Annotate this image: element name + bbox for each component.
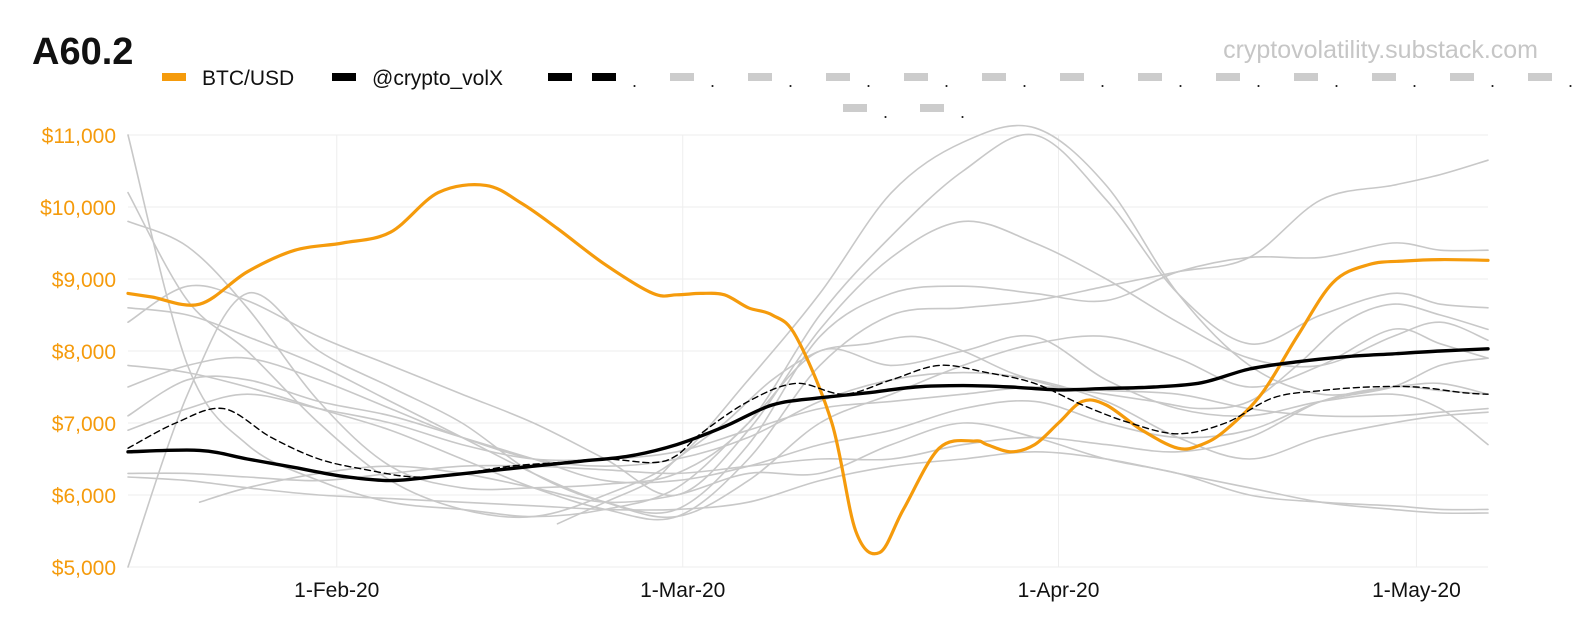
- y-tick-label: $5,000: [52, 557, 116, 580]
- series-line-g4: [127, 242, 1489, 568]
- legend-dot-label: .: [944, 71, 949, 91]
- legend-dash-swatch: [748, 73, 772, 81]
- legend-dash-swatch: [548, 73, 572, 81]
- legend-dash-swatch: [826, 73, 850, 81]
- legend-dash-swatch: [1450, 73, 1474, 81]
- y-tick-label: $6,000: [52, 485, 116, 508]
- series-line-g5: [127, 159, 1489, 521]
- watermark: cryptovolatility.substack.com: [1223, 36, 1538, 64]
- y-tick-label: $7,000: [52, 413, 116, 436]
- legend-dot-label: .: [1568, 71, 1573, 91]
- y-tick-label: $8,000: [52, 341, 116, 364]
- x-tick-label: 1-May-20: [1372, 579, 1461, 602]
- legend-dot-label: .: [1022, 71, 1027, 91]
- series-line--crypto-volx: [126, 347, 1490, 483]
- series-line-g6: [127, 134, 1489, 518]
- legend-label-btc: BTC/USD: [202, 67, 294, 90]
- legend-dot-label: .: [788, 71, 793, 91]
- legend-dot-label: .: [1334, 71, 1339, 91]
- y-axis: $11,000 $10,000 $9,000 $8,000 $7,000 $6,000 $5…: [40, 125, 116, 580]
- legend-dot-label: .: [1412, 71, 1417, 91]
- legend-dash-swatch: [1216, 73, 1240, 81]
- series-line-g14: [556, 303, 1489, 525]
- y-tick-label: $9,000: [52, 269, 116, 292]
- legend-dash-swatch: [670, 73, 694, 81]
- series-line-g11: [127, 386, 1489, 462]
- legend-dash-swatch: [1294, 73, 1318, 81]
- legend-dot-label: .: [1100, 71, 1105, 91]
- legend-dot-label: .: [883, 102, 888, 122]
- legend: BTC/USD @crypto_volX ...............: [162, 67, 1573, 122]
- chart-title: A60.2: [32, 31, 133, 73]
- series-line-g7: [127, 357, 1489, 484]
- legend-dash-swatch: [982, 73, 1006, 81]
- series-line-g2: [127, 124, 1489, 519]
- legend-label-volx: @crypto_volX: [372, 67, 503, 90]
- legend-dot-label: .: [1490, 71, 1495, 91]
- series-line-g12: [127, 307, 1489, 519]
- legend-dash-swatch: [1372, 73, 1396, 81]
- series-line-g10: [198, 422, 1489, 511]
- legend-dash-swatch: [843, 104, 867, 112]
- legend-dash-swatch: [904, 73, 928, 81]
- legend-dash-swatch: [592, 73, 616, 81]
- series-line-g13: [127, 356, 1489, 467]
- legend-dashed-entries: ...............: [548, 71, 1573, 122]
- y-tick-label: $11,000: [42, 125, 116, 148]
- series-line-btc-usd: [126, 183, 1490, 556]
- legend-swatch-btc: [162, 73, 186, 81]
- legend-dash-swatch: [1138, 73, 1162, 81]
- legend-dot-label: .: [866, 71, 871, 91]
- legend-dot-label: .: [1178, 71, 1183, 91]
- x-tick-label: 1-Mar-20: [640, 579, 725, 602]
- x-axis: 1-Feb-20 1-Mar-20 1-Apr-20 1-May-20: [294, 579, 1461, 602]
- legend-dot-label: .: [1256, 71, 1261, 91]
- series-layer: [126, 124, 1490, 568]
- legend-dot-label: .: [632, 71, 637, 91]
- legend-swatch-volx: [332, 73, 356, 81]
- x-tick-label: 1-Feb-20: [294, 579, 379, 602]
- legend-dash-swatch: [1060, 73, 1084, 81]
- legend-dash-swatch: [920, 104, 944, 112]
- x-tick-label: 1-Apr-20: [1018, 579, 1100, 602]
- series-line-g1: [127, 133, 1489, 491]
- y-tick-label: $10,000: [40, 197, 116, 220]
- legend-dash-swatch: [1528, 73, 1552, 81]
- series-line-dashed: [127, 364, 1489, 478]
- legend-dot-label: .: [710, 71, 715, 91]
- series-line-g9: [127, 451, 1489, 515]
- legend-dot-label: .: [960, 102, 965, 122]
